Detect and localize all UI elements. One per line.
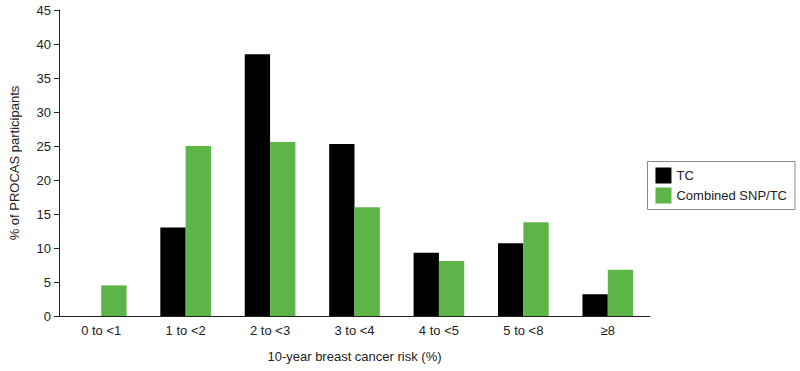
svg-text:5 to <8: 5 to <8 — [503, 323, 543, 338]
svg-text:3 to <4: 3 to <4 — [334, 323, 374, 338]
svg-text:1 to <2: 1 to <2 — [166, 323, 206, 338]
svg-text:5: 5 — [44, 275, 51, 290]
svg-text:30: 30 — [37, 105, 51, 120]
svg-text:25: 25 — [37, 139, 51, 154]
svg-text:15: 15 — [37, 207, 51, 222]
svg-text:10: 10 — [37, 241, 51, 256]
svg-text:2 to <3: 2 to <3 — [250, 323, 290, 338]
svg-text:0: 0 — [44, 309, 51, 324]
svg-text:TC: TC — [676, 168, 693, 183]
svg-text:20: 20 — [37, 173, 51, 188]
svg-text:% of PROCAS participants: % of PROCAS participants — [7, 85, 22, 240]
svg-text:4 to <5: 4 to <5 — [419, 323, 459, 338]
svg-text:10-year breast cancer risk (%): 10-year breast cancer risk (%) — [267, 349, 441, 364]
svg-text:0 to <1: 0 to <1 — [81, 323, 121, 338]
svg-text:≥8: ≥8 — [601, 323, 615, 338]
svg-text:40: 40 — [37, 37, 51, 52]
svg-text:35: 35 — [37, 71, 51, 86]
svg-text:Combined SNP/TC: Combined SNP/TC — [676, 188, 787, 203]
svg-text:45: 45 — [37, 3, 51, 18]
